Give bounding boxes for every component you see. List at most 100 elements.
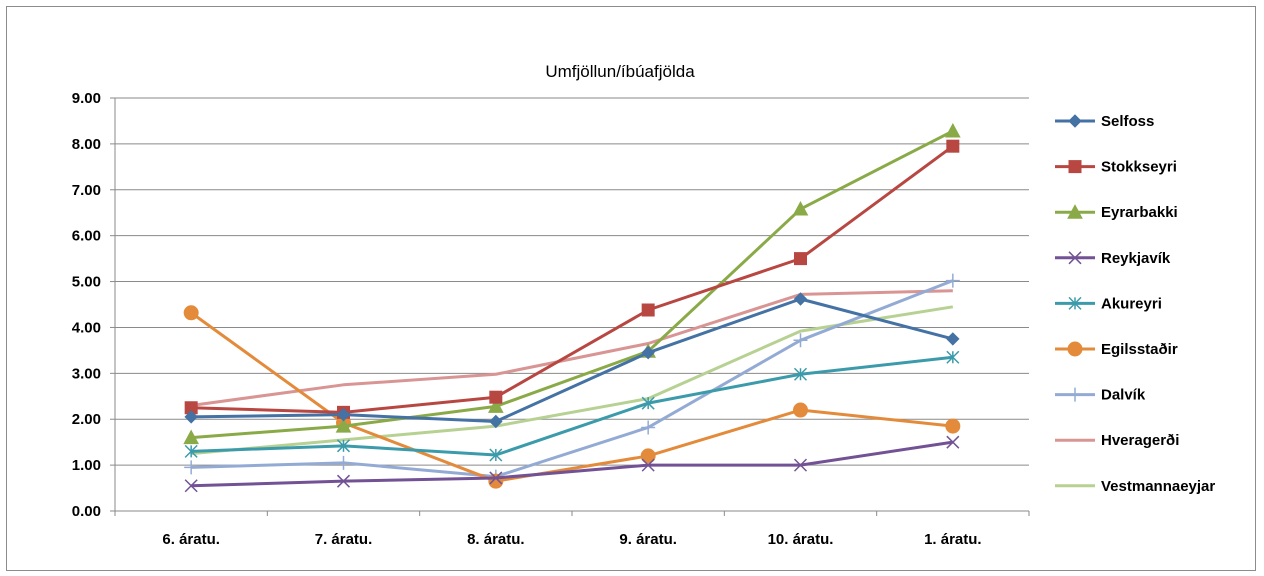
legend-item: Selfoss: [1055, 113, 1154, 130]
legend-label: Stokkseyri: [1101, 159, 1177, 176]
data-point: [487, 398, 504, 413]
x-tick-label: 9. áratu.: [619, 531, 677, 548]
legend-label: Akureyri: [1101, 295, 1162, 312]
legend-item: Reykjavík: [1055, 250, 1171, 267]
series-reykjavík: [184, 435, 960, 493]
legend-item: Eyrarbakki: [1055, 204, 1178, 221]
legend-marker: [1067, 204, 1083, 219]
chart-title: Umfjöllun/íbúafjölda: [545, 62, 695, 81]
data-point: [489, 471, 503, 485]
data-point: [641, 458, 655, 472]
y-tick-label: 5.00: [72, 274, 101, 291]
y-tick-label: 0.00: [72, 503, 101, 520]
data-point: [946, 435, 960, 449]
legend-label: Reykjavík: [1101, 250, 1171, 267]
data-point: [945, 273, 960, 288]
y-tick-label: 4.00: [72, 319, 101, 336]
data-point: [793, 292, 808, 306]
series-egilsstaðir: [183, 305, 961, 489]
series-stokkseyri: [184, 139, 960, 419]
y-tick-label: 3.00: [72, 365, 101, 382]
x-tick-labels: 6. áratu. 7. áratu. 8. áratu. 9. áratu. 10. …: [162, 531, 981, 548]
legend-marker: [1067, 341, 1083, 357]
legend-label: Vestmannaeyjar: [1101, 478, 1215, 495]
legend-label: Egilsstaðir: [1101, 341, 1178, 358]
series-hveragerði: [190, 289, 953, 407]
y-tick-label: 8.00: [72, 136, 101, 153]
legend-marker: [1068, 387, 1082, 402]
data-point: [184, 410, 198, 424]
data-point: [794, 252, 807, 266]
legend-item: Dalvík: [1055, 387, 1146, 404]
legend: Selfoss Stokkseyri Eyrarbakki Reykjavík Akur…: [1055, 113, 1215, 495]
series-line: [191, 305, 954, 456]
data-point: [336, 474, 351, 488]
series-lines: [183, 122, 961, 493]
data-point: [792, 200, 809, 216]
y-tick-label: 9.00: [72, 90, 101, 107]
data-point: [641, 420, 656, 435]
data-point: [641, 345, 655, 360]
legend-label: Eyrarbakki: [1101, 204, 1178, 221]
data-point: [183, 429, 200, 445]
x-tick-label: 10. áratu.: [768, 531, 834, 548]
legend-marker: [1068, 296, 1082, 310]
y-tick-label: 7.00: [72, 182, 101, 199]
data-point: [946, 139, 960, 153]
chart-frame: Umfjöllun/íbúafjölda 0.00 1.00 2.00 3.00 4.0…: [6, 6, 1256, 571]
data-point: [945, 418, 961, 434]
legend-label: Selfoss: [1101, 113, 1154, 130]
data-point: [489, 390, 503, 404]
series-eyrarbakki: [183, 122, 961, 445]
x-tick-label: 7. áratu.: [315, 531, 373, 548]
data-point: [793, 402, 808, 418]
x-tick-label: 1. áratu.: [924, 531, 982, 548]
legend-item: Stokkseyri: [1055, 159, 1177, 176]
data-point: [336, 407, 351, 422]
legend-marker: [1068, 160, 1082, 174]
legend-marker: [1068, 251, 1082, 265]
data-point: [641, 303, 655, 317]
data-point: [793, 367, 808, 381]
legend-item: Egilsstaðir: [1055, 341, 1178, 358]
data-point: [793, 458, 808, 472]
axes: [110, 97, 1030, 516]
legend-item: Akureyri: [1055, 295, 1162, 312]
data-point: [336, 455, 351, 470]
data-point: [184, 444, 198, 458]
data-point: [640, 448, 656, 464]
series-vestmannaeyjar: [191, 305, 954, 456]
legend-item: Hveragerði: [1055, 432, 1179, 449]
series-akureyri: [184, 350, 960, 462]
data-point: [183, 305, 199, 321]
data-point: [944, 122, 961, 138]
legend-label: Dalvík: [1101, 387, 1146, 404]
data-point: [489, 414, 503, 429]
y-tick-label: 1.00: [72, 457, 101, 474]
series-line: [191, 355, 953, 457]
series-line: [191, 129, 954, 440]
series-selfoss: [184, 292, 960, 429]
data-point: [184, 479, 198, 493]
legend-marker: [1068, 114, 1082, 128]
data-point: [641, 396, 655, 410]
series-line: [191, 297, 954, 424]
x-tick-label: 6. áratu.: [162, 531, 220, 548]
series-line: [190, 311, 953, 483]
gridlines: [115, 97, 1029, 466]
series-line: [191, 144, 954, 414]
data-point: [336, 439, 351, 453]
series-line: [190, 289, 953, 407]
data-point: [946, 332, 960, 346]
y-tick-label: 2.00: [72, 411, 101, 428]
data-point: [335, 418, 352, 433]
y-tick-label: 6.00: [72, 228, 101, 245]
data-point: [946, 350, 960, 364]
legend-item: Vestmannaeyjar: [1055, 478, 1215, 495]
series-line: [191, 440, 954, 488]
data-point: [489, 448, 503, 462]
y-tick-labels: 0.00 1.00 2.00 3.00 4.00 5.00 6.00 7.00 8.00 9.00: [72, 90, 101, 520]
series-line: [191, 279, 954, 479]
x-tick-label: 8. áratu.: [467, 531, 525, 548]
chart-canvas: Umfjöllun/íbúafjölda 0.00 1.00 2.00 3.00 4.0…: [72, 62, 1216, 548]
